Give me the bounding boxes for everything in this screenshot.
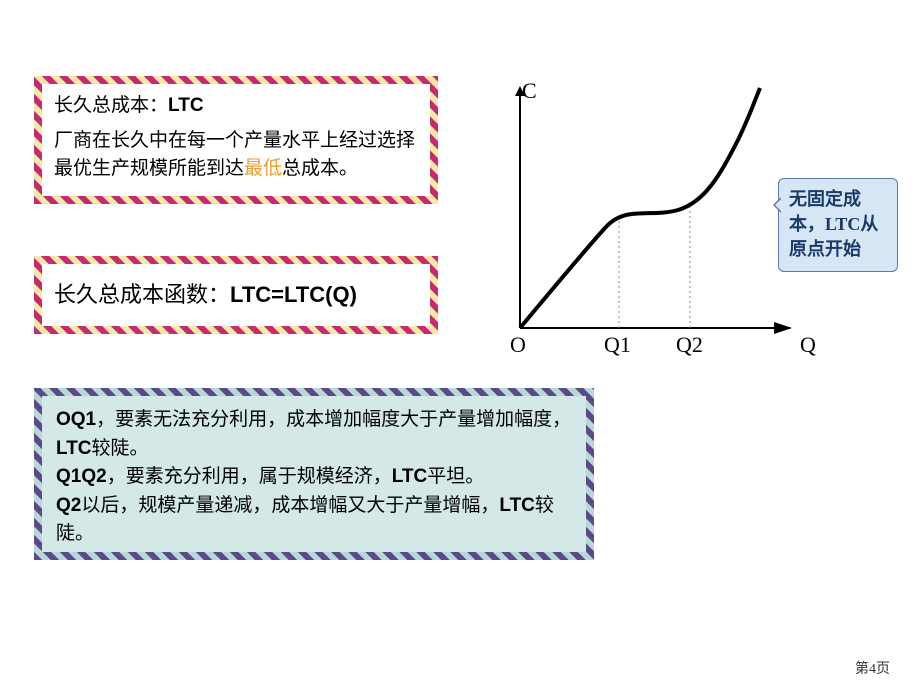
l1a: OQ1 bbox=[56, 409, 96, 430]
l2d: 平坦。 bbox=[427, 466, 484, 487]
explanation-box: OQ1，要素无法充分利用，成本增加幅度大于产量增加幅度，LTC较陡。 Q1Q2，… bbox=[34, 388, 594, 560]
l1c: LTC bbox=[56, 438, 92, 459]
x-axis-label: Q bbox=[800, 332, 816, 358]
origin-label: O bbox=[510, 332, 526, 358]
l1d: 较陡。 bbox=[92, 438, 149, 459]
exp-line3: Q2以后，规模产量递减，成本增幅又大于产量增幅，LTC较陡。 bbox=[56, 492, 572, 549]
callout-text: 无固定成本，LTC从原点开始 bbox=[789, 189, 878, 259]
exp-line1: OQ1，要素无法充分利用，成本增加幅度大于产量增加幅度，LTC较陡。 bbox=[56, 406, 572, 463]
l3b: 以后，规模产量递减，成本增幅又大于产量增幅， bbox=[81, 495, 499, 516]
exp-line2: Q1Q2，要素充分利用，属于规模经济，LTC平坦。 bbox=[56, 463, 572, 492]
page-number: 第4页 bbox=[855, 658, 890, 678]
l2b: ，要素充分利用，属于规模经济， bbox=[107, 466, 392, 487]
l3a: Q2 bbox=[56, 495, 81, 516]
ltc-curve bbox=[520, 88, 760, 328]
l1b: ，要素无法充分利用，成本增加幅度大于产量增加幅度， bbox=[96, 409, 571, 430]
l3c: LTC bbox=[499, 495, 535, 516]
l2c: LTC bbox=[392, 466, 428, 487]
y-axis-label: C bbox=[522, 78, 537, 104]
q1-label: Q1 bbox=[604, 332, 631, 358]
chart-callout: 无固定成本，LTC从原点开始 bbox=[778, 178, 898, 272]
q2-label: Q2 bbox=[676, 332, 703, 358]
l2a: Q1Q2 bbox=[56, 466, 107, 487]
